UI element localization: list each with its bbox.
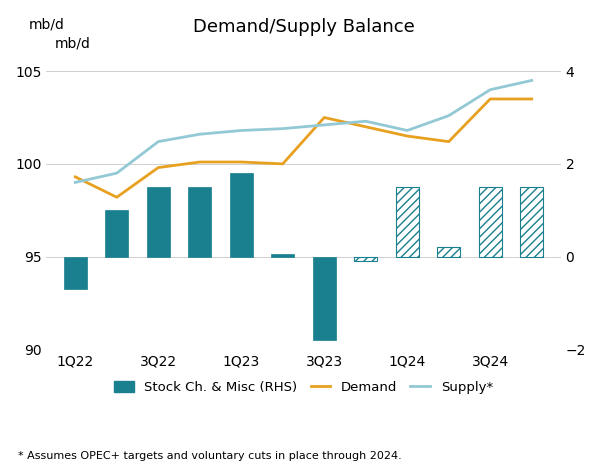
Bar: [105, 210, 128, 257]
Bar: [64, 257, 87, 289]
Bar: [438, 247, 460, 257]
Legend: Stock Ch. & Misc (RHS), Demand, Supply*: Stock Ch. & Misc (RHS), Demand, Supply*: [109, 375, 498, 399]
Text: mb/d: mb/d: [55, 36, 90, 50]
Bar: [396, 187, 419, 257]
Bar: [479, 187, 502, 257]
Bar: [271, 254, 294, 257]
Text: * Assumes OPEC+ targets and voluntary cuts in place through 2024.: * Assumes OPEC+ targets and voluntary cu…: [18, 452, 402, 461]
Bar: [230, 173, 252, 257]
Bar: [520, 187, 543, 257]
Bar: [188, 187, 211, 257]
Text: mb/d: mb/d: [28, 17, 64, 31]
Bar: [313, 257, 335, 340]
Bar: [147, 187, 169, 257]
Bar: [355, 257, 377, 261]
Title: Demand/Supply Balance: Demand/Supply Balance: [193, 18, 414, 36]
